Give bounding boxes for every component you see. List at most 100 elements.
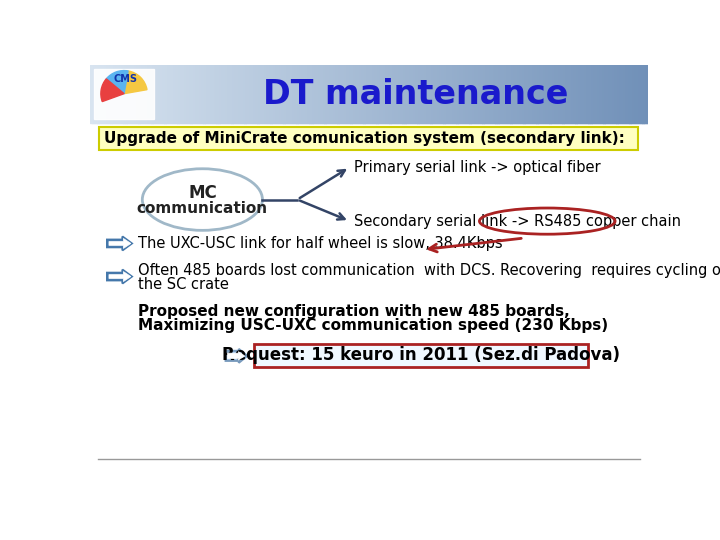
Bar	[198, 65, 201, 123]
Bar	[326, 65, 329, 123]
Bar	[294, 65, 297, 123]
Bar	[122, 65, 125, 123]
Bar	[151, 65, 154, 123]
Bar	[615, 65, 618, 123]
Bar	[507, 65, 510, 123]
Bar	[218, 65, 221, 123]
Bar	[472, 65, 474, 123]
Bar	[248, 65, 251, 123]
Bar	[194, 65, 197, 123]
Bar	[140, 65, 143, 123]
FancyArrow shape	[107, 237, 132, 251]
Bar	[150, 65, 153, 123]
Bar	[360, 65, 363, 123]
Text: CMS: CMS	[113, 74, 138, 84]
Bar	[533, 65, 536, 123]
Bar	[315, 65, 318, 123]
Bar	[512, 65, 516, 123]
Bar	[287, 65, 290, 123]
Bar	[527, 65, 530, 123]
Bar	[351, 65, 354, 123]
Bar	[166, 65, 169, 123]
Bar	[587, 65, 590, 123]
Bar	[475, 65, 478, 123]
Bar	[105, 65, 108, 123]
Bar	[239, 65, 242, 123]
Bar	[339, 65, 342, 123]
Bar	[505, 65, 508, 123]
Bar	[243, 65, 246, 123]
Bar	[642, 65, 645, 123]
Bar	[307, 65, 310, 123]
Bar	[596, 65, 599, 123]
Bar	[542, 65, 545, 123]
Bar	[488, 65, 491, 123]
Bar	[386, 65, 389, 123]
Bar	[508, 65, 511, 123]
Bar	[373, 65, 376, 123]
Bar	[637, 65, 640, 123]
FancyArrow shape	[225, 349, 248, 363]
Bar	[304, 65, 307, 123]
Bar	[369, 65, 372, 123]
Bar	[510, 65, 513, 123]
Bar	[155, 65, 158, 123]
Bar	[633, 65, 636, 123]
Bar	[387, 65, 391, 123]
Bar	[575, 65, 578, 123]
Bar	[365, 65, 369, 123]
Bar	[192, 65, 195, 123]
Bar	[92, 65, 95, 123]
Bar	[338, 65, 341, 123]
Bar	[116, 65, 119, 123]
Bar	[639, 65, 642, 123]
Bar	[230, 65, 233, 123]
Bar	[444, 65, 446, 123]
Bar	[549, 65, 552, 123]
Bar	[544, 65, 547, 123]
Bar	[358, 65, 361, 123]
Bar	[501, 65, 504, 123]
Bar	[328, 65, 331, 123]
Bar	[235, 65, 238, 123]
Bar	[526, 65, 528, 123]
Bar	[164, 65, 168, 123]
Bar	[613, 65, 616, 123]
Bar	[253, 65, 257, 123]
Bar	[211, 65, 214, 123]
Bar	[397, 65, 400, 123]
Text: the SC crate: the SC crate	[138, 276, 229, 292]
Bar	[161, 65, 163, 123]
Bar	[176, 65, 179, 123]
Bar	[503, 65, 506, 123]
Bar	[611, 65, 614, 123]
Bar	[616, 65, 619, 123]
Bar	[520, 65, 523, 123]
Bar	[332, 65, 335, 123]
Bar	[291, 65, 294, 123]
Bar	[402, 65, 405, 123]
Text: Request: 15 keuro in 2011 (Sez.di Padova): Request: 15 keuro in 2011 (Sez.di Padova…	[222, 346, 620, 364]
Bar	[354, 65, 357, 123]
Bar	[224, 65, 227, 123]
Bar	[333, 65, 337, 123]
Bar	[189, 65, 192, 123]
Bar	[110, 65, 114, 123]
Bar	[529, 65, 532, 123]
Bar	[479, 65, 482, 123]
Bar	[631, 65, 634, 123]
Bar	[345, 65, 348, 123]
Bar	[132, 65, 136, 123]
Bar	[343, 65, 346, 123]
Bar	[300, 65, 303, 123]
Bar	[406, 65, 409, 123]
Bar	[168, 65, 171, 123]
Bar	[159, 65, 162, 123]
Bar	[498, 65, 500, 123]
Bar	[254, 343, 588, 367]
Bar	[144, 65, 147, 123]
Bar	[90, 65, 93, 123]
Bar	[603, 65, 606, 123]
Bar	[574, 65, 577, 123]
Bar	[534, 65, 538, 123]
